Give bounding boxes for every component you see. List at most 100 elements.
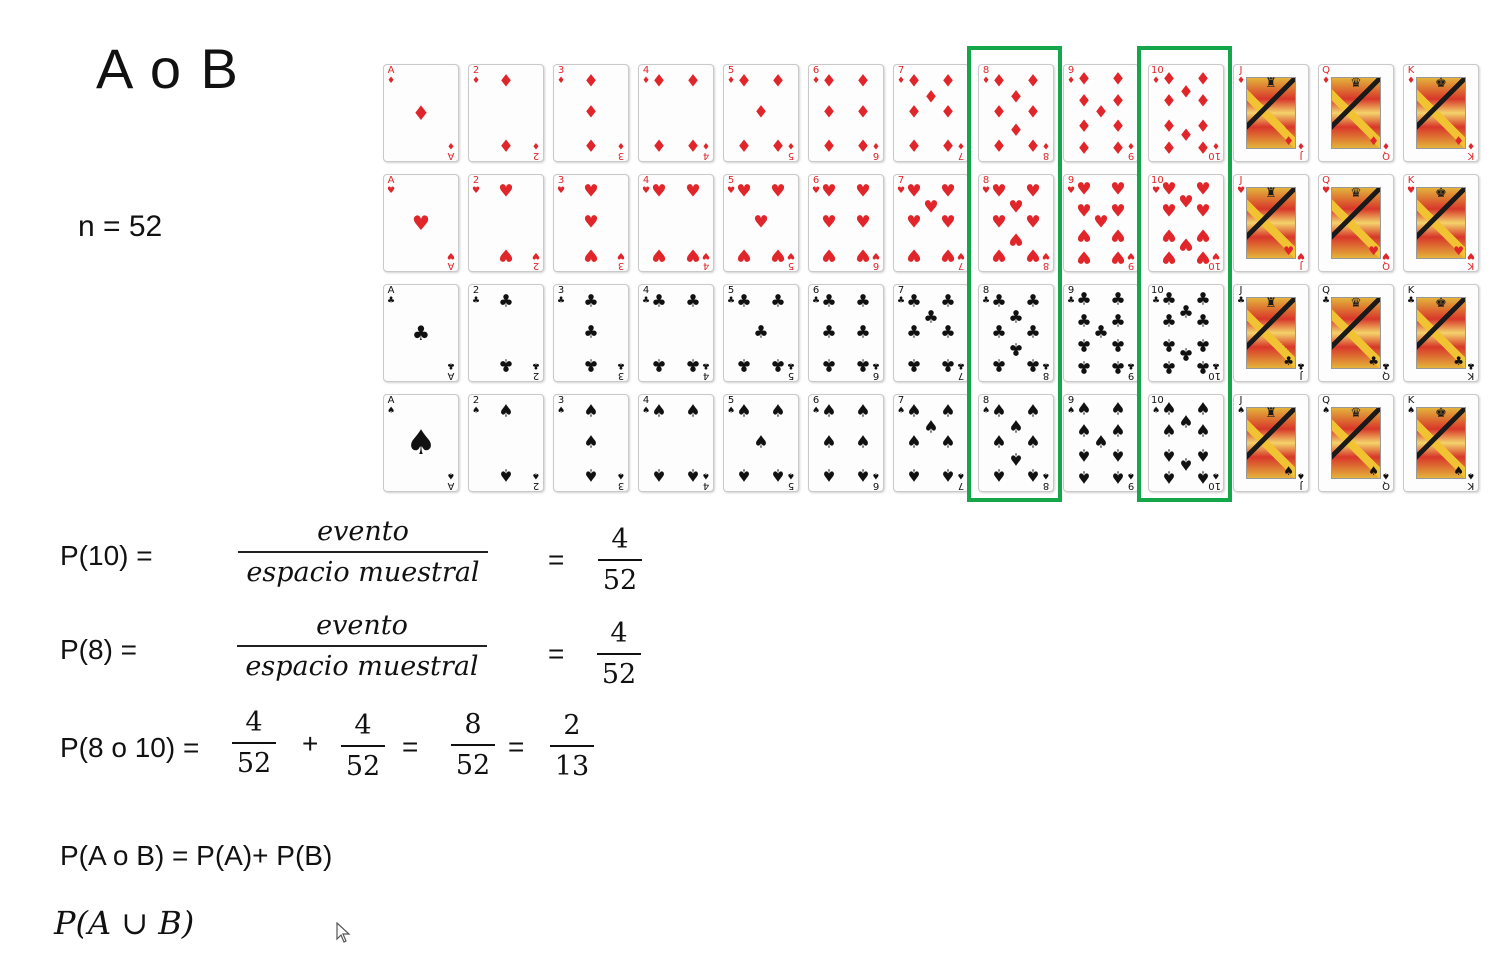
card-index-bottom: 7 ♠ bbox=[956, 470, 966, 491]
clubs-icon: ♣ bbox=[583, 291, 599, 312]
equals-sign-1: = bbox=[402, 731, 419, 762]
diamonds-icon: ♦ bbox=[855, 102, 871, 123]
card-index-top: A ♥ bbox=[386, 175, 396, 197]
card-index-bottom: J ♥ bbox=[1296, 250, 1306, 271]
clubs-icon: ♣ bbox=[498, 291, 514, 312]
clubs-icon: ♣ bbox=[940, 291, 956, 312]
spades-icon: ♠ bbox=[1110, 466, 1126, 487]
hearts-icon: ♥ bbox=[1076, 179, 1092, 200]
card-6-of-diamonds: 6 ♦ 6 ♦ ♦ ♦ ♦ ♦ ♦ ♦ bbox=[808, 64, 884, 162]
card-index-bottom: 6 ♦ bbox=[871, 140, 881, 161]
diamonds-icon: ♦ bbox=[685, 134, 701, 155]
card-index-top: 10 ♣ bbox=[1151, 285, 1164, 307]
crown-icon: ♛ bbox=[1350, 76, 1362, 91]
face-card-portrait: ♚ ♥ bbox=[1416, 186, 1466, 259]
clubs-icon: ♣ bbox=[1453, 354, 1464, 368]
card-6-of-spades: 6 ♠ 6 ♠ ♠ ♠ ♠ ♠ ♠ ♠ bbox=[808, 394, 884, 492]
spades-icon: ♠ bbox=[855, 432, 871, 453]
card-index-top: 9 ♦ bbox=[1066, 65, 1076, 87]
card-index-top: 3 ♣ bbox=[556, 285, 566, 307]
clubs-icon: ♣ bbox=[1110, 289, 1126, 310]
spades-icon: ♠ bbox=[940, 401, 956, 422]
hearts-icon: ♥ bbox=[855, 244, 871, 265]
card-10-of-spades: 10 ♠ 10 ♠ ♠ ♠ ♠ ♠ ♠ ♠ ♠ ♠ ♠ ♠ bbox=[1148, 394, 1224, 492]
card-7-of-diamonds: 7 ♦ 7 ♦ ♦ ♦ ♦ ♦ ♦ ♦ ♦ bbox=[893, 64, 969, 162]
clubs-icon: ♣ bbox=[770, 291, 786, 312]
spades-icon: ♠ bbox=[770, 401, 786, 422]
diamonds-icon: ♦ bbox=[1368, 134, 1379, 148]
clubs-icon: ♣ bbox=[685, 291, 701, 312]
hearts-icon: ♥ bbox=[1008, 197, 1024, 218]
card-index-bottom: 2 ♣ bbox=[531, 360, 541, 381]
card-index-bottom: 7 ♥ bbox=[956, 250, 966, 271]
clubs-icon: ♣ bbox=[906, 322, 922, 343]
card-index-top: 8 ♦ bbox=[981, 65, 991, 87]
diamonds-icon: ♦ bbox=[412, 101, 430, 125]
card-4-of-spades: 4 ♠ 4 ♠ ♠ ♠ ♠ ♠ bbox=[638, 394, 714, 492]
crown-icon: ♚ bbox=[1435, 76, 1447, 91]
card-index-top: 5 ♥ bbox=[726, 175, 736, 197]
card-index-bottom: 6 ♣ bbox=[871, 360, 881, 381]
card-6-of-clubs: 6 ♣ 6 ♣ ♣ ♣ ♣ ♣ ♣ ♣ bbox=[808, 284, 884, 382]
hearts-icon: ♥ bbox=[1110, 179, 1126, 200]
card-index-top: Q ♥ bbox=[1321, 175, 1331, 197]
card-index-top: 6 ♥ bbox=[811, 175, 821, 197]
fraction-bar bbox=[451, 744, 495, 746]
card-3-of-clubs: 3 ♣ 3 ♣ ♣ ♣ ♣ bbox=[553, 284, 629, 382]
spades-icon: ♠ bbox=[583, 401, 599, 422]
spades-icon: ♠ bbox=[736, 401, 752, 422]
diamonds-icon: ♦ bbox=[923, 87, 939, 108]
card-index-bottom: A ♣ bbox=[446, 360, 456, 381]
diamonds-icon: ♦ bbox=[1195, 91, 1211, 112]
p10-result-num: 4 bbox=[611, 524, 629, 555]
card-index-bottom: 5 ♠ bbox=[786, 470, 796, 491]
diamonds-icon: ♦ bbox=[1076, 136, 1092, 157]
spades-icon: ♠ bbox=[923, 417, 939, 438]
card-5-of-hearts: 5 ♥ 5 ♥ ♥ ♥ ♥ ♥ ♥ bbox=[723, 174, 799, 272]
diamonds-icon: ♦ bbox=[583, 134, 599, 155]
slide-title: A o B bbox=[96, 37, 240, 100]
face-card-portrait: ♛ ♦ bbox=[1331, 76, 1381, 149]
hearts-icon: ♥ bbox=[1283, 244, 1294, 258]
spades-icon: ♠ bbox=[1368, 464, 1379, 478]
clubs-icon: ♣ bbox=[1076, 289, 1092, 310]
spades-icon: ♠ bbox=[498, 401, 514, 422]
diamonds-icon: ♦ bbox=[1178, 82, 1194, 103]
card-8-of-spades: 8 ♠ 8 ♠ ♠ ♠ ♠ ♠ ♠ ♠ ♠ ♠ bbox=[978, 394, 1054, 492]
diamonds-icon: ♦ bbox=[940, 134, 956, 155]
hearts-icon: ♥ bbox=[940, 181, 956, 202]
hearts-icon: ♥ bbox=[906, 212, 922, 233]
clubs-icon: ♣ bbox=[736, 354, 752, 375]
diamonds-icon: ♦ bbox=[855, 71, 871, 92]
diamonds-icon: ♦ bbox=[1110, 136, 1126, 157]
diamonds-icon: ♦ bbox=[1110, 114, 1126, 135]
spades-icon: ♠ bbox=[1076, 466, 1092, 487]
p8o10-lhs: P(8 o 10) = bbox=[60, 732, 200, 763]
p8o10-f4-num: 2 bbox=[563, 710, 581, 741]
card-index-bottom: 2 ♥ bbox=[531, 250, 541, 271]
card-index-top: 4 ♣ bbox=[641, 285, 651, 307]
card-3-of-diamonds: 3 ♦ 3 ♦ ♦ ♦ ♦ bbox=[553, 64, 629, 162]
diamonds-icon: ♦ bbox=[1161, 91, 1177, 112]
card-index-bottom: A ♦ bbox=[446, 140, 456, 161]
p8o10-fraction-1: 4 52 bbox=[232, 707, 276, 779]
card-index-bottom: A ♠ bbox=[446, 470, 456, 491]
clubs-icon: ♣ bbox=[906, 354, 922, 375]
card-index-top: Q ♣ bbox=[1321, 285, 1331, 307]
clubs-icon: ♣ bbox=[1110, 334, 1126, 355]
spades-icon: ♠ bbox=[1195, 399, 1211, 420]
card-index-bottom: 9 ♣ bbox=[1126, 360, 1136, 381]
p8-equals: = bbox=[548, 638, 565, 669]
p8o10-f3-num: 8 bbox=[464, 709, 482, 740]
card-index-bottom: Q ♠ bbox=[1381, 470, 1391, 491]
hearts-icon: ♥ bbox=[770, 181, 786, 202]
p8o10-f3-den: 52 bbox=[455, 750, 491, 781]
hearts-icon: ♥ bbox=[821, 212, 837, 233]
equals-sign-2: = bbox=[508, 731, 525, 762]
card-index-top: 6 ♠ bbox=[811, 395, 821, 417]
hearts-icon: ♥ bbox=[736, 244, 752, 265]
clubs-icon: ♣ bbox=[940, 322, 956, 343]
card-index-bottom: 4 ♦ bbox=[701, 140, 711, 161]
p10-denominator: espacio muestral bbox=[246, 557, 480, 588]
clubs-icon: ♣ bbox=[1368, 354, 1379, 368]
